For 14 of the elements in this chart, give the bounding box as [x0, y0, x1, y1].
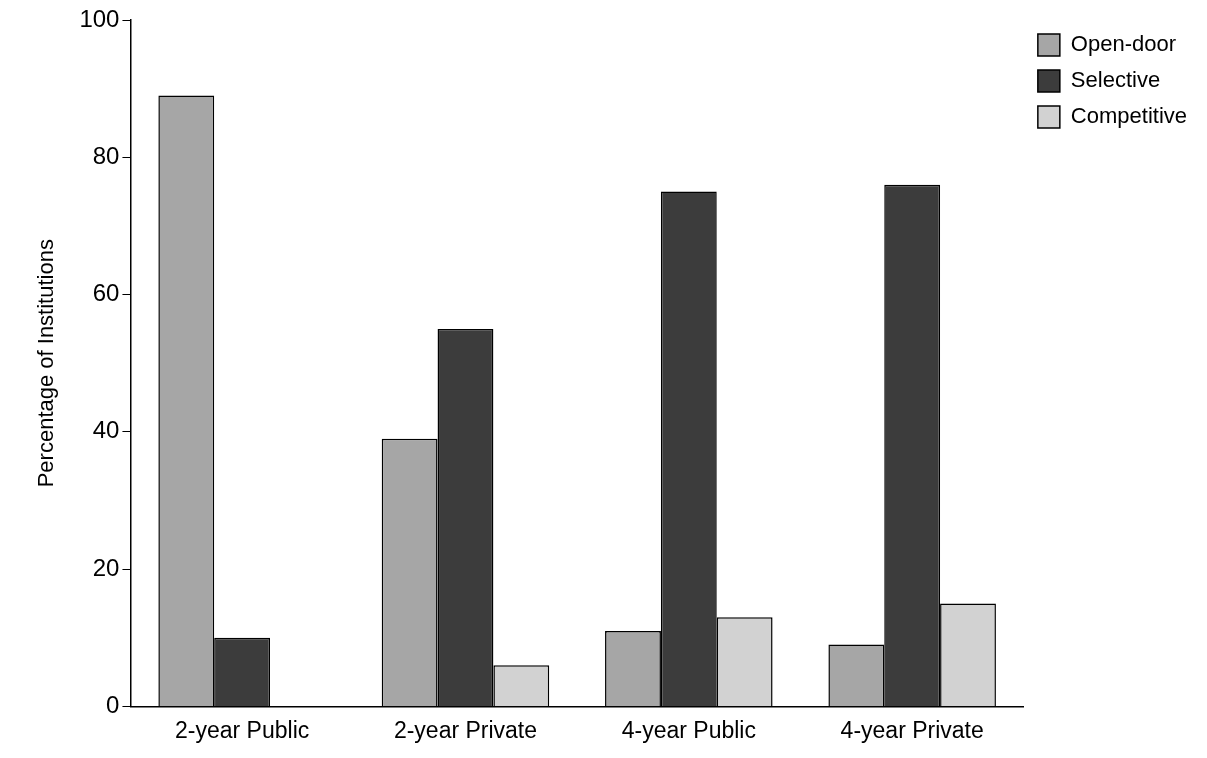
x-tick-label: 2-year Public	[175, 716, 310, 743]
y-tick-label: 60	[92, 279, 120, 307]
legend-label: Open-door	[1070, 31, 1177, 57]
legend-label: Selective	[1070, 67, 1161, 93]
y-tick-label: 40	[92, 416, 120, 444]
y-tick-label: 100	[79, 4, 120, 32]
y-tick-label: 80	[92, 141, 120, 169]
y-axis-title: Percentage of Institutions	[33, 239, 59, 488]
x-tick-label: 2-year Private	[393, 716, 538, 743]
x-tick-label: 4-year Private	[840, 716, 984, 743]
y-tick-label: 0	[106, 691, 120, 719]
legend-label: Competitive	[1070, 103, 1187, 129]
x-tick-label: 4-year Public	[621, 716, 756, 743]
y-tick-label: 20	[92, 553, 120, 581]
